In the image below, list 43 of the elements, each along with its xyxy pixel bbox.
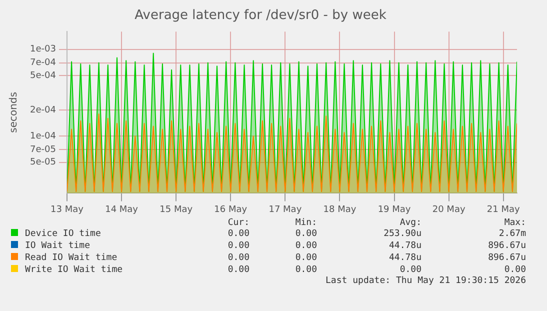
legend-label: IO Wait time [24, 240, 92, 252]
text: 0.00 [294, 252, 318, 264]
y-tick-label: 7e-04 [30, 58, 56, 68]
x-tick-label: 16 May [214, 204, 248, 215]
y-tick-label: 1e-03 [30, 44, 56, 55]
text: 0.00 [226, 240, 251, 252]
text: 896.67u [487, 252, 527, 264]
x-tick-label: 15 May [160, 204, 194, 215]
legend-label: Read IO Wait time [24, 252, 118, 264]
text: 0.00 [294, 264, 318, 276]
y-tick-label: 5e-04 [30, 70, 56, 81]
y-tick-label: 1e-04 [30, 131, 56, 142]
text: 0.00 [294, 240, 318, 252]
text: Min: [294, 218, 318, 228]
x-tick-label: 14 May [105, 204, 139, 215]
x-tick-label: 18 May [323, 204, 357, 215]
text: Avg: [398, 218, 422, 228]
text: 44.78u [388, 240, 422, 252]
x-tick-label: 13 May [50, 204, 84, 215]
text: 896.67u [487, 240, 527, 252]
legend-label: Device IO time [24, 228, 102, 240]
text: 0.00 [226, 252, 251, 264]
y-axis-title: seconds [8, 92, 20, 133]
text: 0.00 [226, 228, 251, 240]
text: Max: [503, 218, 527, 228]
text: 0.00 [398, 264, 422, 276]
text: 0.00 [503, 264, 527, 276]
y-tick-label: 7e-05 [30, 144, 56, 155]
text: Cur: [226, 218, 251, 228]
chart-title: Average latency for /dev/sr0 - by week [134, 8, 387, 24]
x-tick-label: 19 May [378, 204, 412, 215]
text: 2.67m [498, 228, 527, 240]
text: 0.00 [226, 264, 251, 276]
text: Last update: Thu May 21 19:30:15 2026 [324, 276, 527, 286]
x-tick-label: 20 May [432, 204, 466, 215]
text: 44.78u [388, 252, 422, 264]
legend-label: Write IO Wait time [24, 264, 124, 276]
text: 0.00 [294, 228, 318, 240]
x-tick-label: 21 May [486, 204, 520, 215]
text: 253.90u [382, 228, 422, 240]
y-tick-label: 2e-04 [30, 105, 56, 116]
y-tick-label: 5e-05 [30, 158, 56, 168]
x-tick-label: 17 May [268, 204, 302, 215]
